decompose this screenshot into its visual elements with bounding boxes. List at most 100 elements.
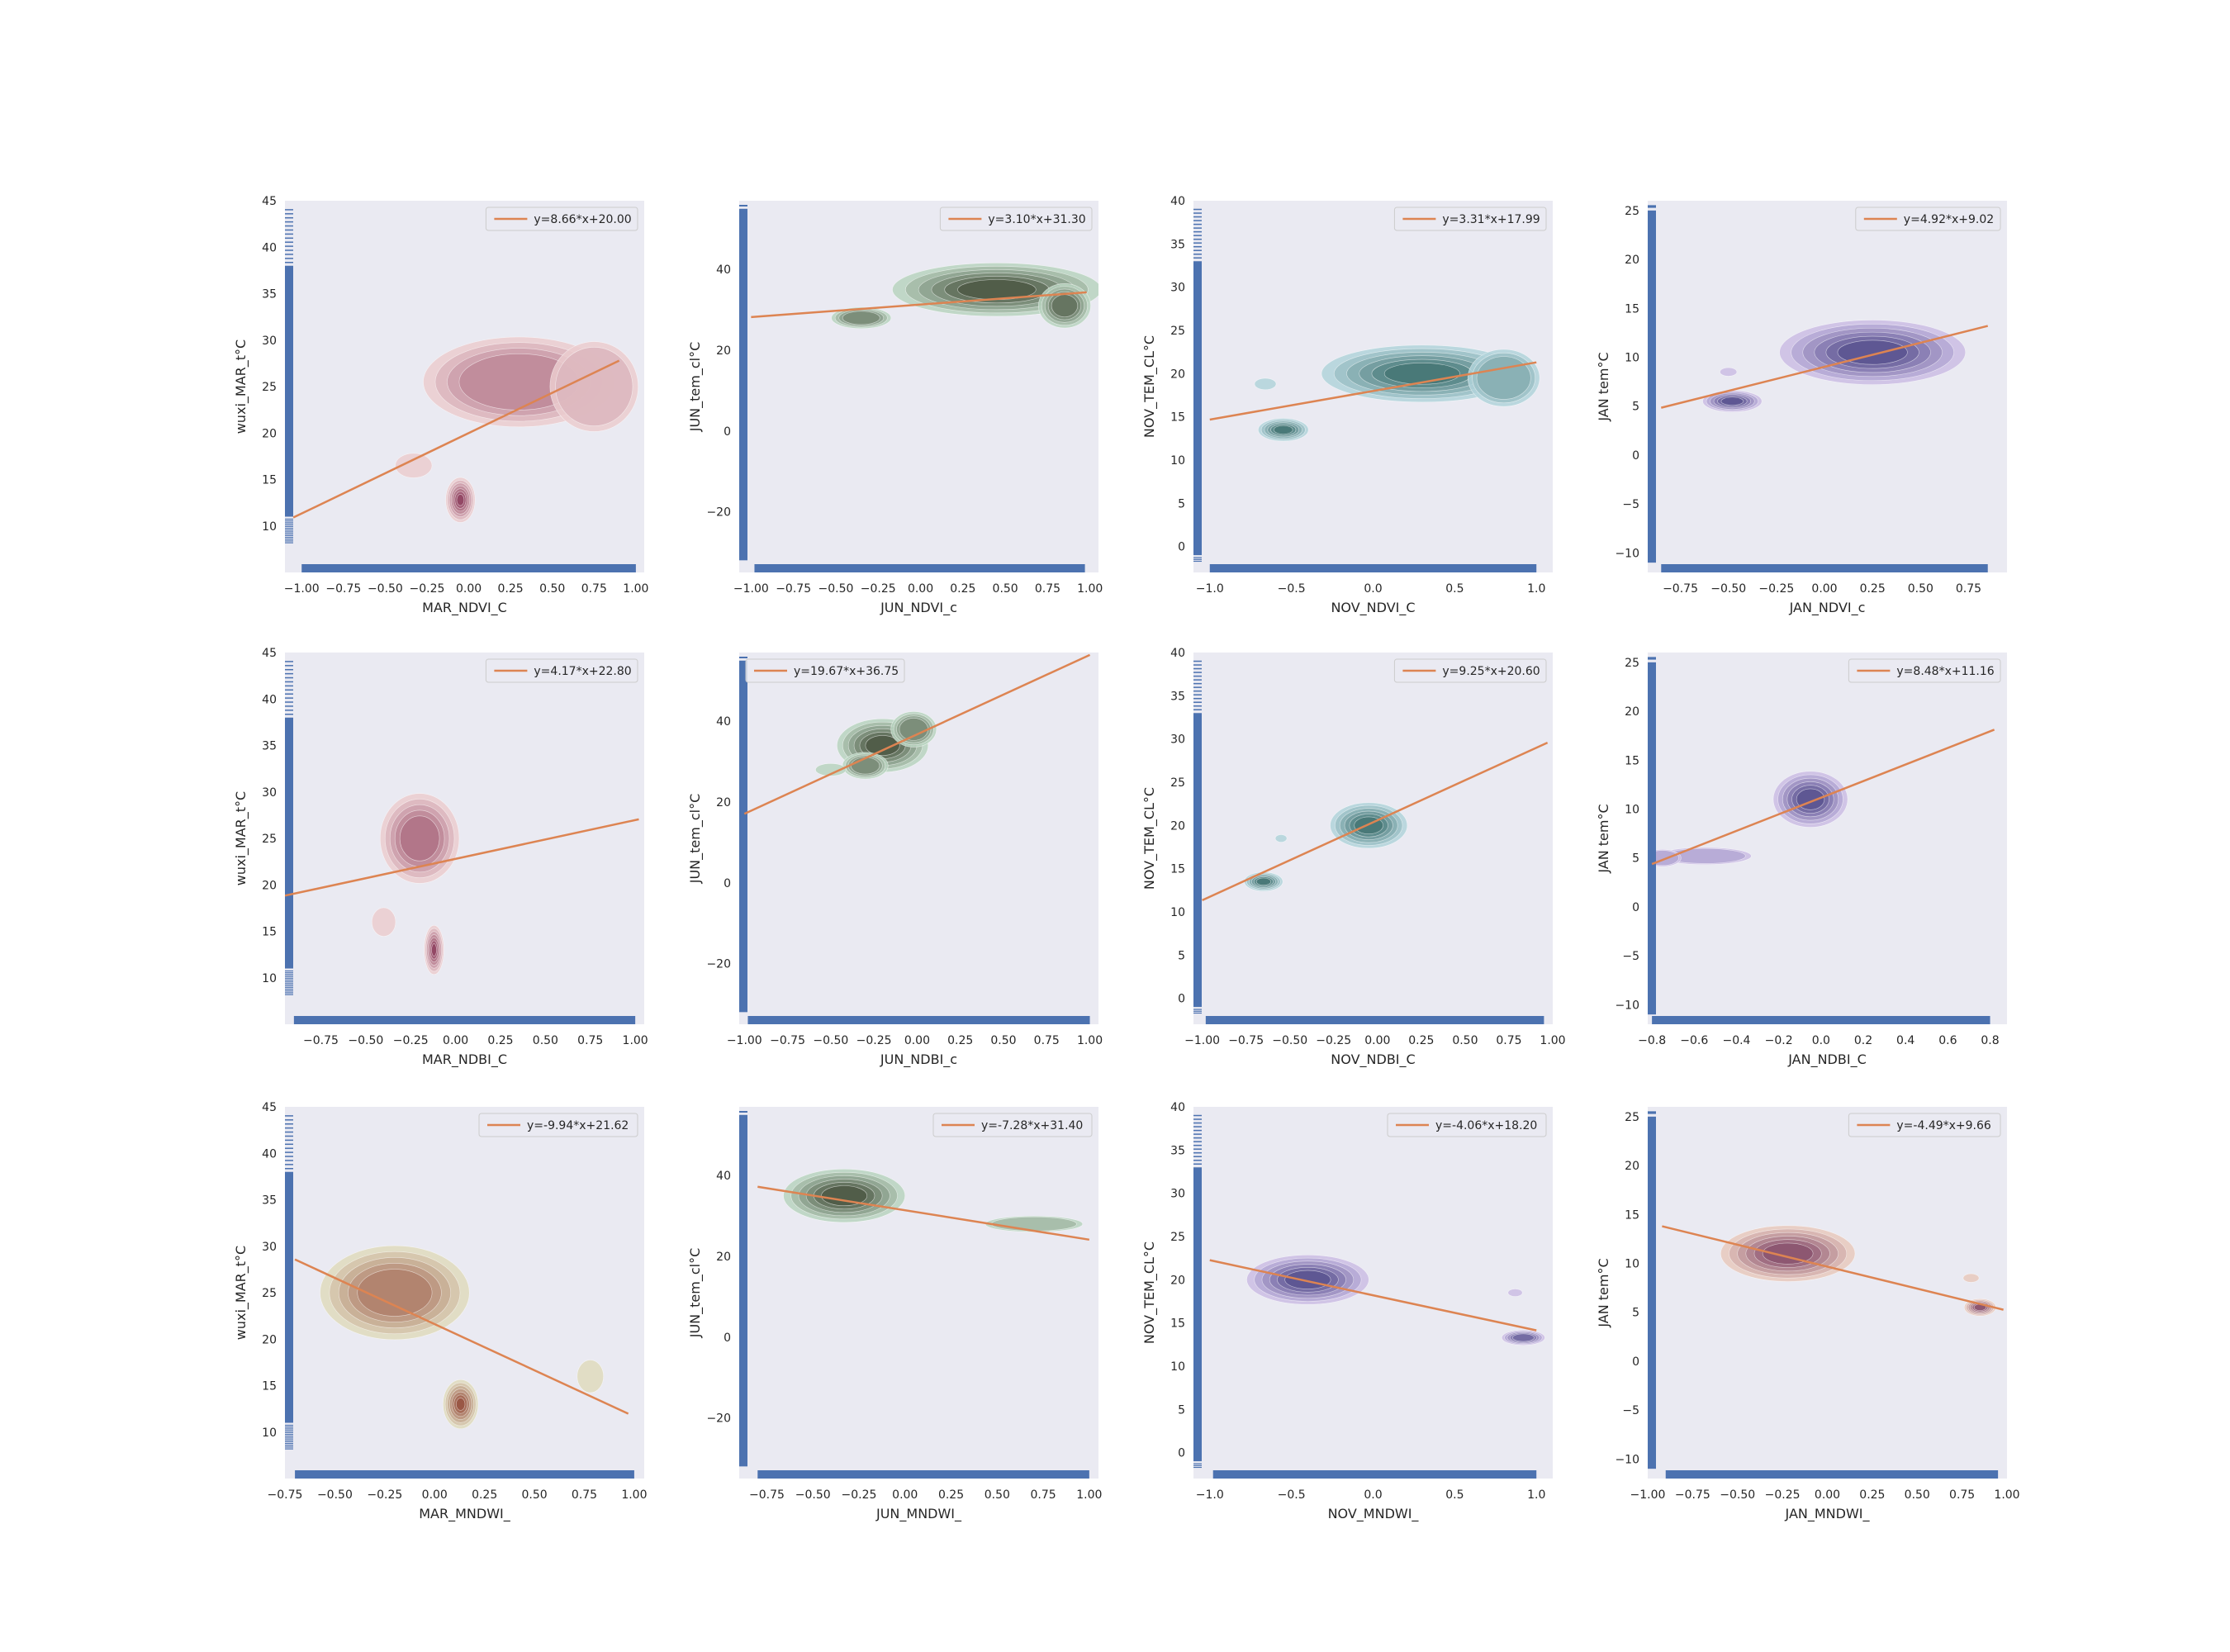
x-tick-label: 0.25 xyxy=(947,1034,973,1047)
rug-x xyxy=(1205,1016,1544,1024)
y-tick-label: 20 xyxy=(716,344,731,358)
x-tick-label: −0.75 xyxy=(1663,582,1698,596)
x-tick-label: −0.25 xyxy=(856,1034,892,1047)
y-tick-label: 5 xyxy=(1632,852,1639,866)
fit-line xyxy=(1662,1225,2004,1311)
density-group xyxy=(1702,320,1967,413)
x-tick-label: 0.25 xyxy=(938,1488,964,1502)
x-tick-label: 0.50 xyxy=(539,582,565,596)
y-tick-label: −20 xyxy=(706,1412,731,1426)
y-tick-label: 15 xyxy=(262,474,277,487)
y-tick-label: 30 xyxy=(262,1241,277,1254)
y-tick-label: 10 xyxy=(1625,803,1639,816)
x-tick-label: 0.25 xyxy=(472,1488,497,1502)
x-tick-label: −0.25 xyxy=(410,582,445,596)
x-tick-label: −0.25 xyxy=(1765,1488,1801,1502)
density-contour xyxy=(1962,1273,1980,1283)
y-tick-label: 30 xyxy=(1170,282,1185,295)
legend-label: y=8.48*x+11.16 xyxy=(1896,665,1994,678)
y-tick-label: 25 xyxy=(1170,1231,1185,1244)
x-tick-label: 0.00 xyxy=(443,1034,468,1047)
y-tick-label: 15 xyxy=(262,1380,277,1393)
y-tick-label: 25 xyxy=(1170,776,1185,790)
legend-label: y=9.25*x+20.60 xyxy=(1442,665,1540,678)
density-group xyxy=(320,1245,604,1430)
x-tick-label: 0.75 xyxy=(1956,582,1981,596)
y-tick-label: −10 xyxy=(1615,547,1639,560)
x-tick-label: −0.25 xyxy=(393,1034,429,1047)
y-tick-label: 10 xyxy=(1170,454,1185,468)
x-tick-label: 0.25 xyxy=(1860,582,1886,596)
x-tick-label: 0.00 xyxy=(904,1034,930,1047)
legend: y=-7.28*x+31.40 xyxy=(932,1113,1093,1137)
x-tick-label: −0.50 xyxy=(317,1488,353,1502)
y-tick-label: 10 xyxy=(1625,1257,1639,1270)
legend: y=19.67*x+36.75 xyxy=(745,658,905,683)
density-contour xyxy=(851,757,880,775)
y-tick-label: −20 xyxy=(706,958,731,971)
rug-y xyxy=(739,1114,747,1467)
rug-y xyxy=(739,660,747,1013)
y-tick-label: 15 xyxy=(1170,1317,1185,1331)
legend-frame xyxy=(1848,658,2001,683)
y-tick-label: 15 xyxy=(1170,411,1185,425)
x-tick-label: −0.50 xyxy=(818,582,854,596)
legend-label: y=-9.94*x+21.62 xyxy=(527,1119,629,1132)
x-tick-label: −0.75 xyxy=(268,1488,303,1502)
x-axis-label: JAN_MNDWI_ xyxy=(1785,1506,1871,1522)
x-tick-label: 0.25 xyxy=(950,582,975,596)
legend-frame xyxy=(1848,1113,2001,1137)
x-tick-label: −0.75 xyxy=(1228,1034,1264,1047)
y-tick-label: 0 xyxy=(1178,993,1185,1006)
rug-group xyxy=(1648,1111,1999,1479)
x-tick-label: 1.00 xyxy=(623,582,648,596)
density-group xyxy=(815,711,937,780)
y-tick-label: 25 xyxy=(1625,657,1639,670)
y-tick-label: −5 xyxy=(1622,498,1639,511)
x-axis-label: JUN_MNDWI_ xyxy=(875,1506,962,1522)
rug-y xyxy=(1648,662,1656,1015)
density-group xyxy=(783,1169,1084,1232)
x-tick-label: −0.2 xyxy=(1765,1034,1793,1047)
y-tick-label: 20 xyxy=(262,427,277,440)
y-tick-label: 10 xyxy=(262,520,277,534)
density-contour xyxy=(821,1185,868,1207)
y-tick-label: 30 xyxy=(1170,733,1185,747)
legend-frame xyxy=(478,1113,638,1137)
y-tick-label: 40 xyxy=(1170,647,1185,660)
y-tick-label: 10 xyxy=(1170,1360,1185,1374)
rug-y xyxy=(1193,713,1202,1008)
rug-y xyxy=(739,208,747,561)
legend-frame xyxy=(1387,1113,1547,1137)
x-tick-label: 0.00 xyxy=(1815,1488,1840,1502)
plot-area xyxy=(739,653,1098,1024)
y-tick-label: −5 xyxy=(1622,1404,1639,1417)
y-tick-label: 15 xyxy=(1625,1208,1639,1222)
legend-label: y=3.31*x+17.99 xyxy=(1442,213,1540,226)
x-axis-label: JUN_NDVI_c xyxy=(880,600,957,616)
y-tick-label: 20 xyxy=(716,796,731,809)
y-tick-label: 45 xyxy=(262,195,277,208)
density-contour xyxy=(1507,1289,1523,1297)
x-tick-label: −0.75 xyxy=(1675,1488,1710,1502)
x-axis-label: JAN_NDBI_C xyxy=(1787,1051,1867,1068)
plot-area xyxy=(285,653,644,1024)
rug-y xyxy=(285,265,293,517)
x-tick-label: −0.25 xyxy=(861,582,896,596)
x-tick-label: 0.4 xyxy=(1896,1034,1914,1047)
x-tick-label: −0.25 xyxy=(1316,1034,1351,1047)
rug-group xyxy=(285,209,636,572)
y-tick-label: 35 xyxy=(1170,238,1185,251)
fit-line xyxy=(751,291,1087,319)
rug-group xyxy=(285,661,636,1024)
x-tick-label: −0.25 xyxy=(367,1488,402,1502)
y-tick-label: 30 xyxy=(1170,1188,1185,1201)
y-tick-label: 35 xyxy=(262,740,277,753)
rug-group xyxy=(739,205,1085,572)
y-tick-label: 15 xyxy=(1625,302,1639,316)
subplot-2: −1.00 −0.75 −0.50 −0.25 0.00 0.25 0.50 0.75 1.00… xyxy=(687,201,1103,616)
x-axis-label: NOV_NDBI_C xyxy=(1331,1051,1415,1068)
y-tick-label: 0 xyxy=(1632,1355,1639,1369)
rug-group xyxy=(1193,1114,1537,1479)
y-tick-label: 20 xyxy=(1625,1160,1639,1173)
